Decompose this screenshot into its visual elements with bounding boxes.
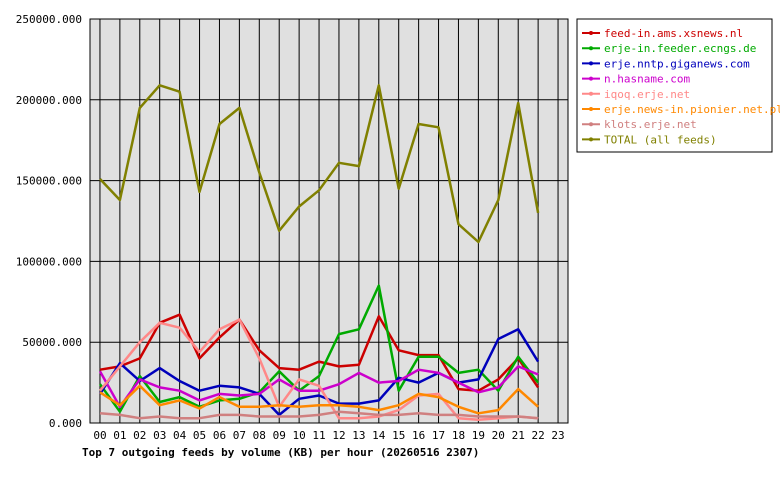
legend-marker [589, 31, 593, 35]
x-tick-label: 01 [113, 429, 126, 442]
y-axis-ticks: 0.000 50000.000 100000.000 150000.000 200000… [16, 13, 82, 430]
series-line-n-hasname-com [98, 365, 539, 409]
chart-title: Top 7 outgoing feeds by volume (KB) per … [82, 446, 479, 459]
legend-marker [589, 107, 593, 111]
x-tick-label: 19 [472, 429, 485, 442]
x-tick-label: 17 [432, 429, 445, 442]
y-tick-label: 150000.000 [16, 175, 82, 188]
legend-marker [589, 61, 593, 66]
x-tick-label: 15 [392, 429, 405, 442]
plot-area [90, 19, 568, 423]
x-tick-label: 03 [153, 429, 166, 442]
series-line-erje-nntp-giganews-com [98, 328, 540, 417]
legend-label: iqoq.erje.net [604, 88, 690, 101]
plot-border [89, 18, 569, 424]
series-line-klots-erje-net [99, 410, 539, 420]
x-tick-label: 09 [273, 429, 286, 442]
series-lines [98, 84, 540, 422]
series-line-erje-news-in-pionier-net-pl [99, 384, 539, 415]
x-tick-label: 23 [551, 429, 564, 442]
x-tick-label: 20 [492, 429, 505, 442]
x-tick-label: 04 [173, 429, 187, 442]
legend: feed-in.ams.xsnews.nl erje-in.feeder.ecng… [576, 18, 780, 153]
x-tick-label: 02 [133, 429, 146, 442]
y-tick-label: 100000.000 [16, 255, 82, 268]
y-tick-label: 50000.000 [22, 336, 82, 349]
legend-label: erje.nntp.giganews.com [604, 57, 750, 70]
x-tick-label: 22 [532, 429, 545, 442]
series-line-iqoq-erje-net [99, 318, 539, 422]
x-tick-label: 21 [512, 429, 525, 442]
legend-marker [589, 137, 593, 142]
x-tick-label: 05 [193, 429, 206, 442]
series-line-feed-in-ams-xsnews-nl [99, 313, 540, 392]
legend-marker [589, 46, 593, 51]
x-tick-label: 00 [93, 429, 106, 442]
x-tick-label: 07 [233, 429, 246, 442]
legend-marker [589, 122, 593, 127]
x-tick-label: 12 [332, 429, 345, 442]
legend-label: TOTAL (all feeds) [604, 133, 717, 146]
legend-label: klots.erje.net [604, 118, 697, 131]
x-tick-label: 16 [412, 429, 425, 442]
series-line-erje-in-feeder-ecngs-de [98, 284, 540, 413]
y-tick-label: 0.000 [49, 417, 82, 430]
x-axis-ticks: 00 01 02 03 04 05 06 07 08 09 10 11 12 13 14 15 16 17 18 19… [93, 429, 564, 442]
legend-marker [589, 91, 593, 96]
legend-label: erje.news-in.pionier.net.pl [604, 103, 780, 116]
x-tick-label: 06 [213, 429, 226, 442]
legend-label: erje-in.feeder.ecngs.de [604, 42, 756, 55]
x-tick-label: 08 [253, 429, 266, 442]
series-line-total-all-feeds- [99, 84, 540, 244]
y-tick-label: 250000.000 [16, 13, 82, 26]
x-tick-label: 13 [352, 429, 365, 442]
y-tick-label: 200000.000 [16, 94, 82, 107]
legend-label: feed-in.ams.xsnews.nl [604, 27, 743, 40]
x-tick-label: 18 [452, 429, 465, 442]
x-tick-label: 14 [372, 429, 386, 442]
x-tick-label: 10 [293, 429, 306, 442]
legend-box [576, 18, 773, 153]
x-tick-label: 11 [312, 429, 325, 442]
legend-label: n.hasname.com [604, 73, 690, 86]
legend-marker [589, 76, 593, 81]
